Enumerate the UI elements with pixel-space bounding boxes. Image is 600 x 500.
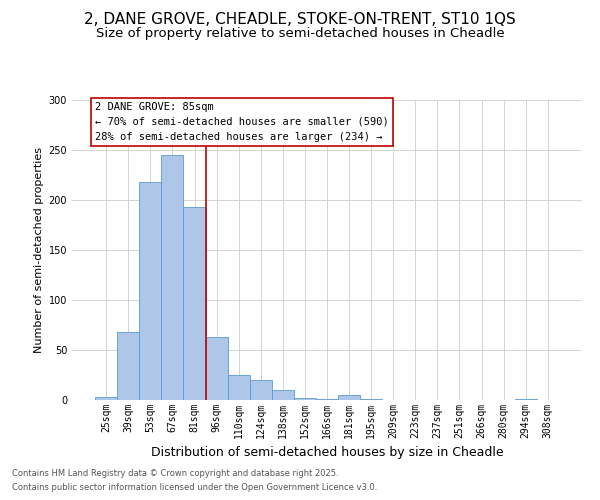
X-axis label: Distribution of semi-detached houses by size in Cheadle: Distribution of semi-detached houses by … [151,446,503,460]
Bar [272,390,294,400]
Bar [95,397,117,400]
Bar [206,337,227,400]
Bar [117,332,139,400]
Bar [316,399,338,400]
Bar [515,399,537,400]
Bar [360,399,382,400]
Text: 2, DANE GROVE, CHEADLE, STOKE-ON-TRENT, ST10 1QS: 2, DANE GROVE, CHEADLE, STOKE-ON-TRENT, … [84,12,516,28]
Text: 2 DANE GROVE: 85sqm
← 70% of semi-detached houses are smaller (590)
28% of semi-: 2 DANE GROVE: 85sqm ← 70% of semi-detach… [95,102,389,142]
Bar [139,182,161,400]
Text: Contains public sector information licensed under the Open Government Licence v3: Contains public sector information licen… [12,484,377,492]
Bar [338,395,360,400]
Text: Size of property relative to semi-detached houses in Cheadle: Size of property relative to semi-detach… [95,28,505,40]
Bar [250,380,272,400]
Bar [294,398,316,400]
Bar [161,155,184,400]
Bar [227,375,250,400]
Bar [184,207,206,400]
Text: Contains HM Land Registry data © Crown copyright and database right 2025.: Contains HM Land Registry data © Crown c… [12,468,338,477]
Y-axis label: Number of semi-detached properties: Number of semi-detached properties [34,147,44,353]
